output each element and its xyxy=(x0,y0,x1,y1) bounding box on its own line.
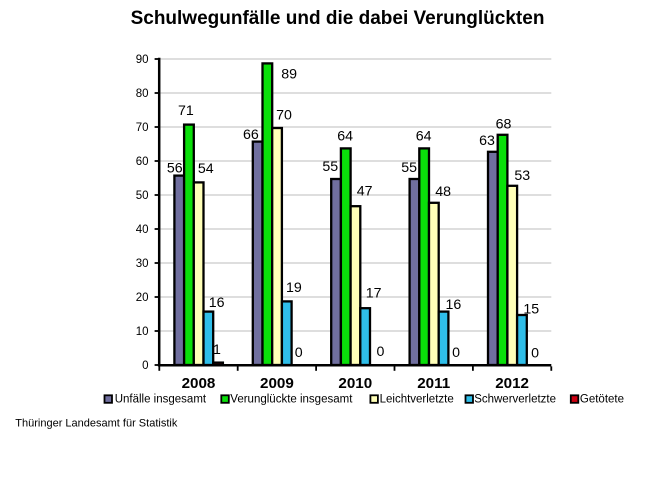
svg-text:16: 16 xyxy=(446,297,462,313)
svg-text:47: 47 xyxy=(357,183,373,199)
svg-text:60: 60 xyxy=(136,156,149,168)
svg-text:2011: 2011 xyxy=(417,375,451,392)
svg-text:2009: 2009 xyxy=(260,375,294,392)
svg-text:Schwerverletzte: Schwerverletzte xyxy=(474,393,556,405)
svg-text:70: 70 xyxy=(276,108,292,124)
svg-text:64: 64 xyxy=(337,129,353,145)
svg-text:20: 20 xyxy=(136,292,149,304)
svg-text:53: 53 xyxy=(514,168,530,184)
svg-text:30: 30 xyxy=(136,258,149,270)
svg-text:Schulwegunfälle und die dabei: Schulwegunfälle und die dabei Verunglück… xyxy=(131,8,545,29)
svg-text:0: 0 xyxy=(531,345,539,361)
svg-text:0: 0 xyxy=(452,345,460,361)
svg-text:16: 16 xyxy=(209,295,225,311)
svg-text:54: 54 xyxy=(198,161,214,177)
svg-text:1: 1 xyxy=(213,342,221,358)
svg-text:17: 17 xyxy=(366,286,382,302)
svg-text:0: 0 xyxy=(142,360,148,372)
svg-text:64: 64 xyxy=(416,129,432,145)
svg-text:70: 70 xyxy=(136,122,149,134)
svg-text:66: 66 xyxy=(243,127,259,143)
svg-text:10: 10 xyxy=(136,326,149,338)
svg-text:89: 89 xyxy=(281,67,297,83)
svg-text:71: 71 xyxy=(178,103,194,119)
svg-text:48: 48 xyxy=(435,184,451,200)
svg-text:40: 40 xyxy=(136,224,149,236)
svg-text:15: 15 xyxy=(523,301,539,317)
svg-text:Unfälle insgesamt: Unfälle insgesamt xyxy=(115,393,207,405)
svg-text:50: 50 xyxy=(136,190,149,202)
svg-text:55: 55 xyxy=(401,160,417,176)
svg-text:Thüringer Landesamt für Statis: Thüringer Landesamt für Statistik xyxy=(15,417,178,429)
svg-text:Getötete: Getötete xyxy=(580,393,624,405)
svg-text:0: 0 xyxy=(376,344,384,360)
svg-text:90: 90 xyxy=(136,54,149,66)
svg-text:55: 55 xyxy=(322,159,338,175)
svg-text:2010: 2010 xyxy=(338,375,372,392)
svg-text:19: 19 xyxy=(286,280,302,296)
svg-text:2012: 2012 xyxy=(495,375,529,392)
svg-text:56: 56 xyxy=(167,161,183,177)
svg-text:68: 68 xyxy=(496,117,512,133)
svg-text:63: 63 xyxy=(479,133,495,149)
svg-text:0: 0 xyxy=(295,345,303,361)
svg-text:2008: 2008 xyxy=(182,375,216,392)
svg-text:80: 80 xyxy=(136,88,149,100)
svg-text:Leichtverletzte: Leichtverletzte xyxy=(380,393,454,405)
svg-text:Verunglückte insgesamt: Verunglückte insgesamt xyxy=(230,393,353,405)
